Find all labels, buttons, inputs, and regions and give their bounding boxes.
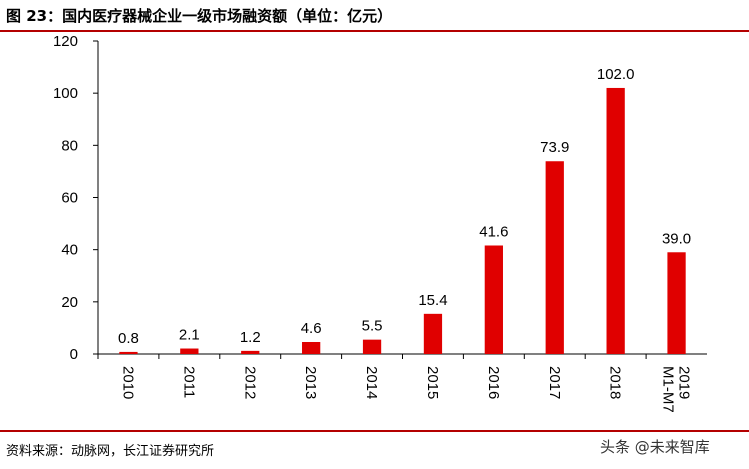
x-tick-label-line: 2019: [676, 366, 693, 399]
x-tick-label-line: 2012: [241, 366, 258, 399]
bar: [302, 342, 321, 354]
y-tick-label: 0: [70, 346, 78, 363]
source-note: 资料来源：动脉网，长江证券研究所: [6, 444, 215, 459]
x-tick-label-line: 2017: [546, 366, 563, 399]
x-tick-label: 2015: [424, 366, 441, 399]
x-tick-label: 2011: [180, 366, 197, 398]
data-label: 39.0: [662, 230, 691, 247]
bar: [423, 313, 443, 354]
x-tick-label: 2013: [302, 366, 319, 399]
x-tick-label-line: 2015: [424, 366, 441, 399]
y-tick-label: 40: [61, 242, 78, 259]
y-tick-label: 20: [61, 294, 78, 311]
x-tick-label-line: 2014: [363, 366, 380, 399]
x-tick-label-line: 2016: [485, 366, 502, 399]
bar: [606, 87, 625, 354]
bar: [667, 252, 686, 354]
y-tick-label: 60: [61, 190, 78, 207]
data-label: 73.9: [540, 139, 569, 156]
watermark: 头条 @未来智库: [600, 438, 710, 456]
data-label: 15.4: [418, 292, 447, 309]
x-tick-label-line: 2011: [180, 366, 197, 398]
y-tick-label: 100: [53, 85, 78, 102]
x-tick-label: 2017: [546, 366, 563, 399]
data-label: 41.6: [479, 223, 508, 240]
bar: [180, 348, 199, 354]
data-label: 1.2: [240, 329, 261, 346]
bar-chart: 0 20 40 60 80 100 120 0.8 2010 2.1 2011 1.2 2012 4.6 2…: [53, 33, 707, 413]
x-tick-label: 2014: [363, 366, 380, 399]
y-tick-label: 120: [53, 33, 78, 50]
data-label: 5.5: [362, 318, 383, 335]
x-tick-label: 2010: [119, 366, 136, 399]
bar: [362, 339, 382, 354]
x-tick-label-line: M1-M7: [660, 366, 677, 413]
data-label: 4.6: [301, 320, 322, 337]
x-tick-label: 2016: [485, 366, 502, 399]
data-label: 0.8: [118, 330, 139, 347]
bar: [119, 351, 138, 354]
x-tick-label-line: 2013: [302, 366, 319, 399]
bar: [484, 245, 503, 354]
x-tick-label-line: 2010: [119, 366, 136, 399]
source-bar: 资料来源：动脉网，长江证券研究所: [0, 430, 749, 459]
x-tick-label: 2018: [607, 366, 624, 399]
bar: [545, 161, 564, 354]
data-label: 2.1: [179, 327, 200, 344]
bar: [241, 350, 260, 354]
data-label: 102.0: [597, 66, 635, 83]
chart-title: 图 23：国内医疗器械企业一级市场融资额（单位：亿元）: [6, 7, 393, 25]
x-tick-label: 2012: [241, 366, 258, 399]
x-tick-label-line: 2018: [607, 366, 624, 399]
title-bar: 图 23：国内医疗器械企业一级市场融资额（单位：亿元）: [0, 0, 749, 32]
y-tick-label: 80: [61, 137, 78, 154]
